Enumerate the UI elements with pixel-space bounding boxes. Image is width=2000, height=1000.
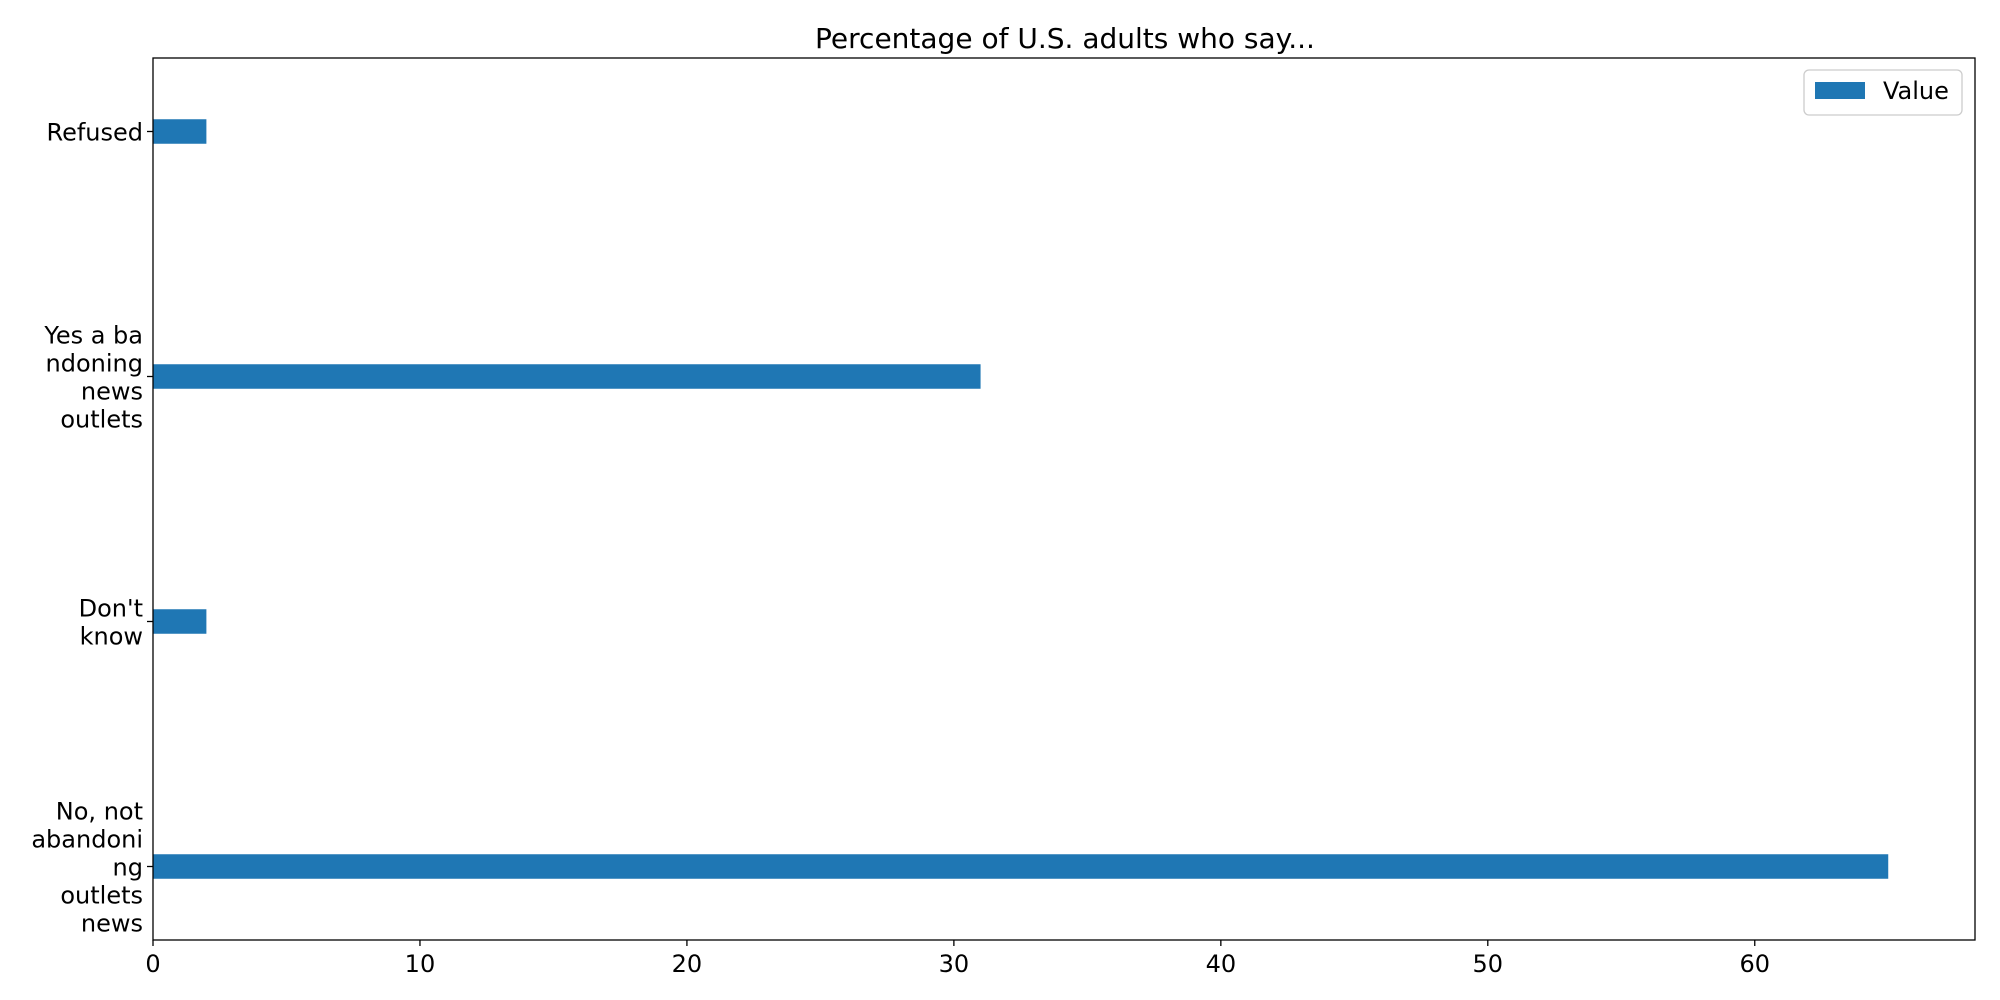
bar-2 (153, 364, 981, 389)
legend-box (1803, 69, 1963, 116)
x-tick-label-2: 20 (672, 950, 703, 978)
bar-3 (153, 119, 207, 144)
y-tick-label-3: Refused (46, 119, 143, 147)
x-tick-label-4: 40 (1206, 950, 1237, 978)
x-tick-label-0: 0 (145, 950, 160, 978)
legend-swatch (1815, 82, 1865, 99)
x-tick-label-3: 30 (939, 950, 970, 978)
x-tick-label-1: 10 (405, 950, 436, 978)
chart-title: Percentage of U.S. adults who say... (815, 22, 1315, 55)
x-tick-label-6: 60 (1739, 950, 1770, 978)
y-tick-label-0: No, not abandoni ng outlets news (31, 798, 143, 938)
bars-group (153, 119, 1889, 879)
y-tick-label-2: Yes a ba ndoning news outlets (43, 322, 143, 434)
bar-1 (153, 609, 207, 634)
x-axis-ticks: 0 10 20 30 40 50 60 (145, 940, 1770, 978)
legend-label: Value (1883, 77, 1949, 105)
bar-0 (153, 854, 1889, 879)
legend: Value (1803, 69, 1963, 116)
plot-area-frame (152, 57, 1976, 941)
y-tick-label-1: Don't know (79, 595, 143, 651)
y-axis-ticks: No, not abandoni ng outlets news Don't know Yes… (31, 119, 153, 938)
x-tick-label-5: 50 (1473, 950, 1504, 978)
